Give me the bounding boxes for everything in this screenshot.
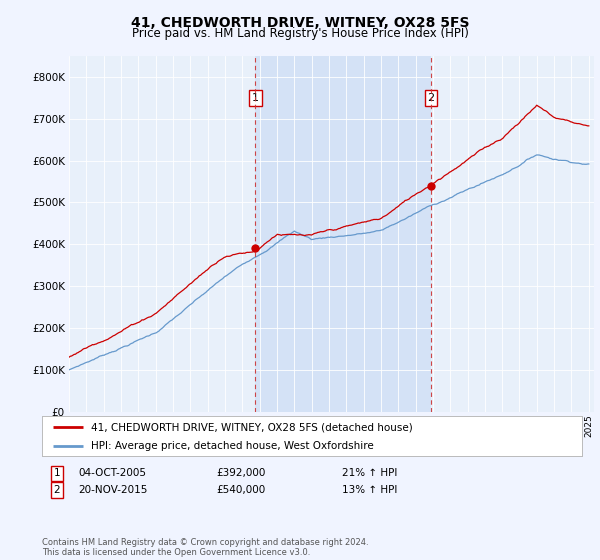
Text: 20-NOV-2015: 20-NOV-2015	[78, 485, 148, 495]
Text: £540,000: £540,000	[216, 485, 265, 495]
Text: 1: 1	[252, 93, 259, 103]
Text: 13% ↑ HPI: 13% ↑ HPI	[342, 485, 397, 495]
Text: 41, CHEDWORTH DRIVE, WITNEY, OX28 5FS (detached house): 41, CHEDWORTH DRIVE, WITNEY, OX28 5FS (d…	[91, 422, 412, 432]
Text: Price paid vs. HM Land Registry's House Price Index (HPI): Price paid vs. HM Land Registry's House …	[131, 27, 469, 40]
Text: HPI: Average price, detached house, West Oxfordshire: HPI: Average price, detached house, West…	[91, 441, 373, 451]
Text: £392,000: £392,000	[216, 468, 265, 478]
Text: 41, CHEDWORTH DRIVE, WITNEY, OX28 5FS: 41, CHEDWORTH DRIVE, WITNEY, OX28 5FS	[131, 16, 469, 30]
Text: 1: 1	[53, 468, 61, 478]
Text: 2: 2	[428, 93, 434, 103]
Text: 2: 2	[53, 485, 61, 495]
Text: Contains HM Land Registry data © Crown copyright and database right 2024.
This d: Contains HM Land Registry data © Crown c…	[42, 538, 368, 557]
Text: 21% ↑ HPI: 21% ↑ HPI	[342, 468, 397, 478]
Bar	[255, 56, 431, 412]
Text: 04-OCT-2005: 04-OCT-2005	[78, 468, 146, 478]
